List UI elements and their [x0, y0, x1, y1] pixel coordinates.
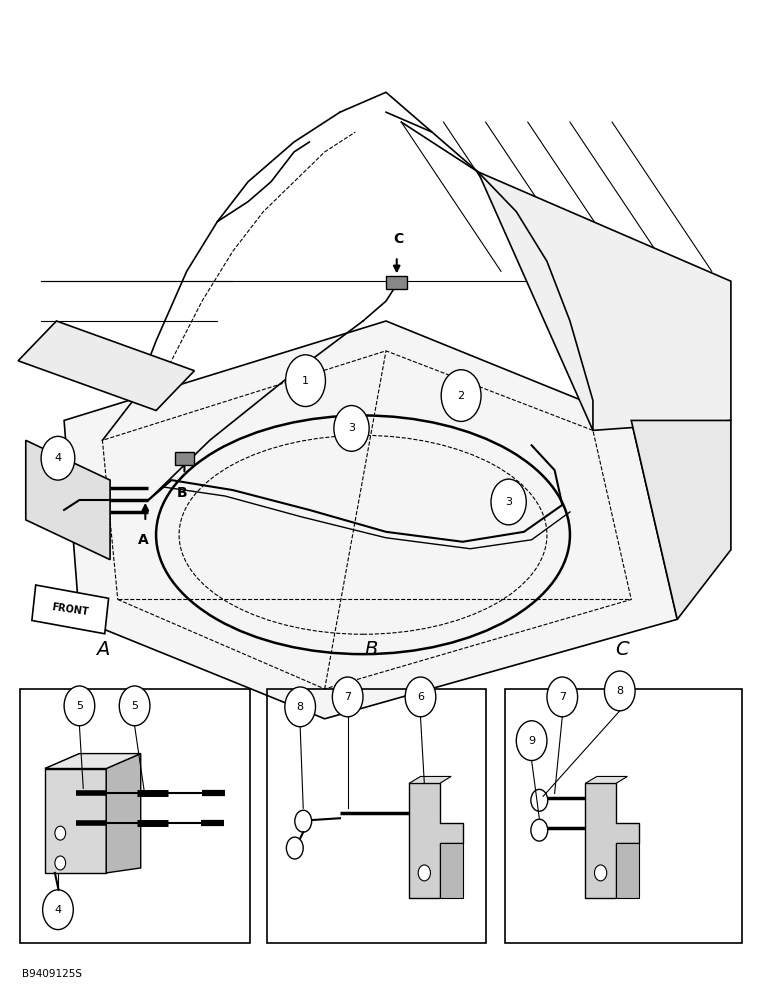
Circle shape [334, 406, 369, 451]
Circle shape [531, 789, 547, 811]
Polygon shape [409, 776, 451, 783]
Text: 7: 7 [344, 692, 351, 702]
Polygon shape [478, 172, 731, 430]
Polygon shape [386, 276, 408, 289]
Text: C: C [393, 232, 404, 246]
Polygon shape [175, 452, 195, 465]
Polygon shape [616, 843, 639, 898]
Circle shape [41, 436, 75, 480]
Circle shape [516, 721, 547, 761]
Circle shape [295, 810, 312, 832]
Text: 1: 1 [302, 376, 309, 386]
Polygon shape [585, 783, 639, 898]
Circle shape [48, 893, 68, 919]
Polygon shape [18, 321, 195, 410]
Circle shape [405, 677, 436, 717]
Circle shape [491, 479, 527, 525]
Text: C: C [615, 640, 629, 659]
Text: 2: 2 [458, 391, 465, 401]
Circle shape [286, 837, 303, 859]
Polygon shape [45, 754, 141, 768]
Circle shape [441, 370, 481, 421]
Circle shape [547, 677, 577, 717]
Polygon shape [64, 321, 677, 719]
Circle shape [604, 671, 635, 711]
Text: 9: 9 [528, 736, 535, 746]
Circle shape [55, 856, 66, 870]
Text: 5: 5 [76, 701, 83, 711]
Text: 8: 8 [296, 702, 303, 712]
Text: 4: 4 [54, 453, 62, 463]
Polygon shape [45, 768, 107, 873]
Circle shape [418, 865, 431, 881]
Polygon shape [32, 585, 109, 634]
Text: A: A [137, 533, 148, 547]
Text: B: B [177, 486, 188, 500]
Circle shape [64, 686, 95, 726]
Circle shape [55, 826, 66, 840]
Text: A: A [96, 640, 109, 659]
Polygon shape [25, 440, 110, 560]
Text: FRONT: FRONT [51, 602, 90, 617]
Circle shape [285, 687, 316, 727]
Text: 7: 7 [559, 692, 566, 702]
Circle shape [531, 819, 547, 841]
Polygon shape [409, 783, 462, 898]
Text: 3: 3 [348, 423, 355, 433]
Circle shape [120, 686, 150, 726]
Text: 8: 8 [616, 686, 623, 696]
Circle shape [333, 677, 363, 717]
Polygon shape [631, 420, 731, 619]
Text: 6: 6 [417, 692, 424, 702]
Circle shape [42, 890, 73, 930]
Text: 4: 4 [54, 905, 62, 915]
Polygon shape [439, 843, 462, 898]
Text: B9409125S: B9409125S [22, 969, 82, 979]
Polygon shape [585, 776, 628, 783]
Text: 3: 3 [505, 497, 512, 507]
Polygon shape [107, 754, 141, 873]
Circle shape [286, 355, 326, 407]
Text: B: B [364, 640, 378, 659]
Circle shape [594, 865, 607, 881]
Text: 5: 5 [131, 701, 138, 711]
